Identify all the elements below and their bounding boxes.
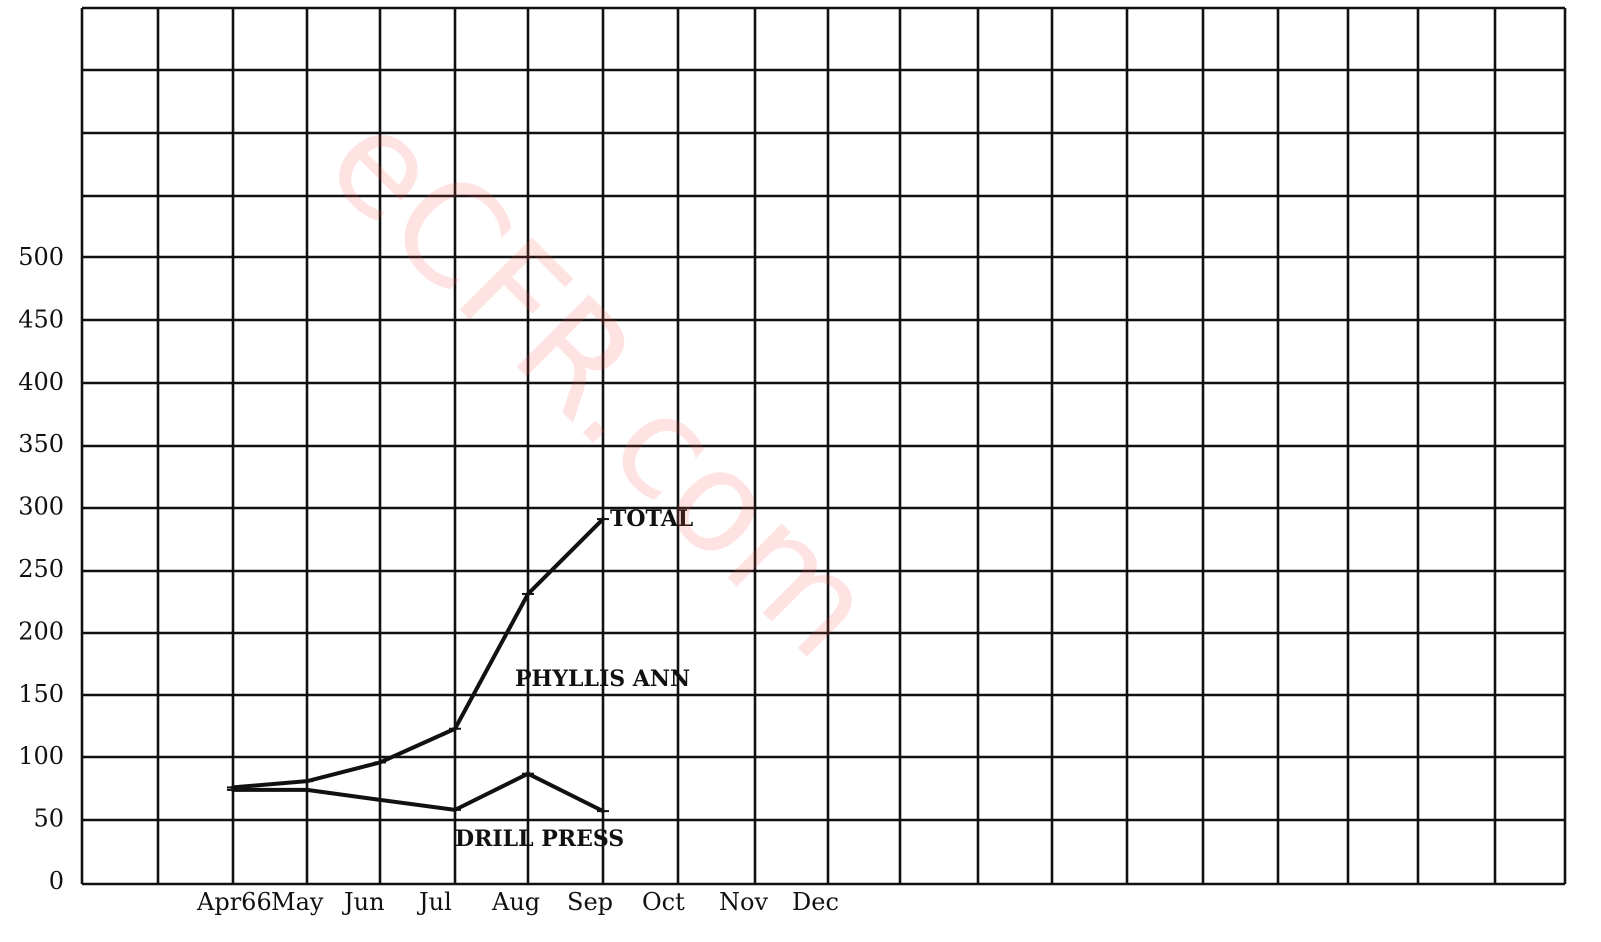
y-tick-label: 100 xyxy=(18,742,64,770)
x-tick-label: Nov xyxy=(719,888,768,916)
x-tick-label: May xyxy=(271,888,324,916)
chart-annotations: TOTAL PHYLLIS ANN DRILL PRESS xyxy=(455,506,693,852)
y-tick-label: 150 xyxy=(18,680,64,708)
x-tick-label: Dec xyxy=(792,888,839,916)
chart-series xyxy=(227,517,609,814)
y-tick-label: 0 xyxy=(49,867,64,895)
x-tick-label: Aug xyxy=(491,888,540,916)
y-tick-label: 300 xyxy=(18,493,64,521)
y-tick-label: 50 xyxy=(33,805,64,833)
series-line-0 xyxy=(231,517,605,790)
y-tick-label: 500 xyxy=(18,243,64,271)
phyllis-ann-annotation: PHYLLIS ANN xyxy=(515,666,690,692)
y-tick-label: 200 xyxy=(18,617,64,645)
y-tick-label: 400 xyxy=(18,368,64,396)
x-tick-label: Jun xyxy=(341,888,385,916)
y-tick-label: 350 xyxy=(18,430,64,458)
total-series-label: TOTAL xyxy=(610,506,693,532)
drill-press-series-label: DRILL PRESS xyxy=(455,826,624,852)
x-tick-label: Apr66 xyxy=(196,888,272,916)
x-tick-label: Sep xyxy=(567,888,613,916)
chart-grid xyxy=(80,6,1567,886)
x-axis-ticks: Apr66 May Jun Jul Aug Sep Oct Nov Dec xyxy=(196,888,839,916)
y-tick-label: 450 xyxy=(18,305,64,333)
x-tick-label: Jul xyxy=(416,888,452,916)
y-axis-ticks: 0 50 100 150 200 250 300 350 400 450 500 xyxy=(18,243,64,895)
series-line-1 xyxy=(231,771,605,814)
y-tick-label: 250 xyxy=(18,555,64,583)
x-tick-label: Oct xyxy=(642,888,685,916)
